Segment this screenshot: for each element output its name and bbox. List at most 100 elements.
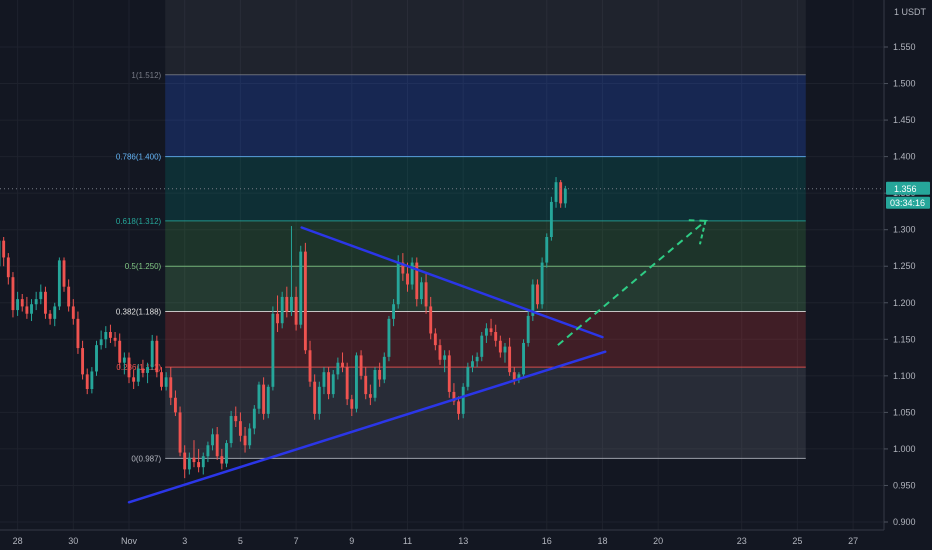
candle-body [322, 372, 326, 387]
time-tick-label: 3 [182, 536, 187, 546]
candle-body [303, 251, 307, 351]
candle [16, 291, 20, 316]
candle [146, 362, 150, 384]
trendlines[interactable] [127, 226, 607, 504]
candle [262, 377, 266, 420]
candle-body [438, 345, 442, 360]
candle-body [294, 296, 298, 325]
candle [475, 352, 479, 368]
candle-body [387, 318, 391, 357]
candle-body [160, 372, 163, 387]
candle-body [401, 262, 405, 274]
fibonacci-retracement[interactable]: 1(1.512) 0.786(1.400) 0.618(1.312) 0.5(1.25… [116, 0, 806, 463]
candle [229, 410, 233, 448]
candle-body [364, 375, 368, 395]
candle [373, 367, 377, 402]
candle [494, 324, 498, 347]
candle [248, 423, 252, 449]
candle [238, 412, 242, 442]
price-axis[interactable]: 1 USDT1.5501.5001.4501.4001.3501.3001.25… [883, 0, 932, 530]
candle [62, 257, 66, 292]
candle [406, 262, 409, 292]
candle-body [118, 340, 122, 363]
candle [452, 383, 456, 406]
candle [484, 323, 488, 343]
candle-body [378, 370, 382, 380]
time-tick-label: 25 [792, 536, 802, 546]
candle [345, 362, 349, 406]
candle [127, 352, 131, 384]
candle [382, 352, 386, 384]
candle [410, 257, 414, 290]
candle [419, 277, 423, 305]
candle-body [471, 361, 474, 368]
candle-body [549, 201, 553, 237]
time-axis[interactable]: 28 30 Nov 3 5 7 9 11 13 16 18 20 23 25 27 [0, 529, 884, 546]
candle [211, 428, 214, 451]
price-tick-label: 1.500 [893, 79, 916, 89]
candle-body [215, 434, 219, 457]
candle [290, 226, 293, 316]
fib-level-label: 0.618(1.312) [116, 217, 162, 226]
candle [271, 306, 275, 391]
fib-zone [165, 367, 806, 459]
candle-body [308, 350, 312, 382]
candle-body [276, 313, 279, 324]
candle [257, 381, 261, 414]
candle [243, 427, 247, 453]
candle-body [355, 355, 358, 409]
candle [303, 242, 307, 354]
candle-body [396, 262, 400, 305]
candle [136, 364, 140, 387]
candle-body [489, 328, 493, 332]
candle-body [146, 367, 150, 373]
candle [355, 352, 358, 413]
candle-body [243, 435, 247, 446]
time-tick-label: 16 [542, 536, 552, 546]
candle-body [559, 182, 563, 204]
candle-body [44, 291, 47, 314]
candle [192, 440, 196, 468]
countdown-box [886, 196, 930, 209]
candle-body [16, 299, 20, 311]
candle [336, 357, 340, 380]
candle [327, 367, 331, 400]
candle-body [345, 367, 349, 400]
candle-body [517, 374, 521, 380]
candle [81, 340, 85, 380]
candle [25, 296, 29, 319]
candle-body [350, 399, 354, 409]
candle-body [122, 357, 126, 363]
candle [118, 333, 122, 369]
countdown-label: 03:34:16 [890, 198, 925, 208]
candle-body [132, 377, 136, 382]
candle [104, 326, 108, 349]
candle-body [466, 367, 470, 387]
trendline-upper [300, 226, 604, 339]
projection-path[interactable] [557, 219, 709, 346]
candle [294, 286, 298, 331]
candle [113, 332, 117, 347]
time-tick-label: Nov [121, 536, 138, 546]
candle-body [57, 260, 61, 307]
candle-body [540, 262, 544, 305]
candle [317, 381, 321, 420]
candle [48, 310, 52, 325]
candle [308, 340, 312, 387]
candle [99, 330, 103, 350]
current-price-marker: 1.356 03:34:16 [0, 181, 930, 209]
candle [276, 295, 279, 332]
candle [563, 185, 567, 208]
candle [522, 339, 525, 378]
candle-body [545, 237, 549, 263]
fib-backdrop-top [165, 0, 806, 75]
candle-body [554, 182, 558, 202]
candle-body [211, 434, 214, 446]
candle-body [447, 355, 451, 392]
candle [285, 286, 289, 318]
fib-level-label: 1(1.512) [131, 71, 161, 80]
candle-body [336, 362, 340, 375]
candle-body [201, 456, 205, 468]
candle-body [164, 377, 168, 387]
